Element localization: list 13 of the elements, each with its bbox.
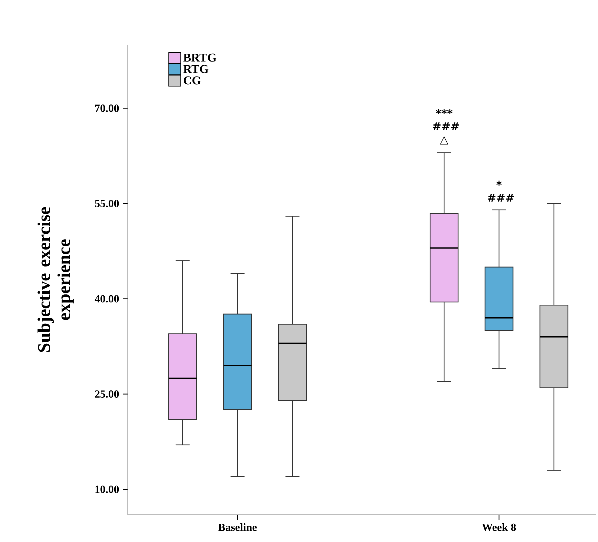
legend-label: BRTG <box>184 54 217 62</box>
annotation: * ### <box>488 180 514 202</box>
x-tick-label: Week 8 <box>482 524 516 532</box>
y-tick-label: 40.00 <box>94 295 120 303</box>
y-tick-label: 70.00 <box>95 104 120 112</box>
legend-label: CG <box>184 76 202 85</box>
x-tick-label: Baseline <box>218 524 258 532</box>
y-tick-label: 55.00 <box>95 200 120 208</box>
y-tick-label: 25.00 <box>95 390 120 398</box>
y-tick-label: 10.00 <box>96 486 120 494</box>
y-axis-title: Subjective exercise experience <box>38 207 74 352</box>
legend-label: RTG <box>184 65 209 74</box>
annotation: *** ### △ <box>433 109 460 145</box>
